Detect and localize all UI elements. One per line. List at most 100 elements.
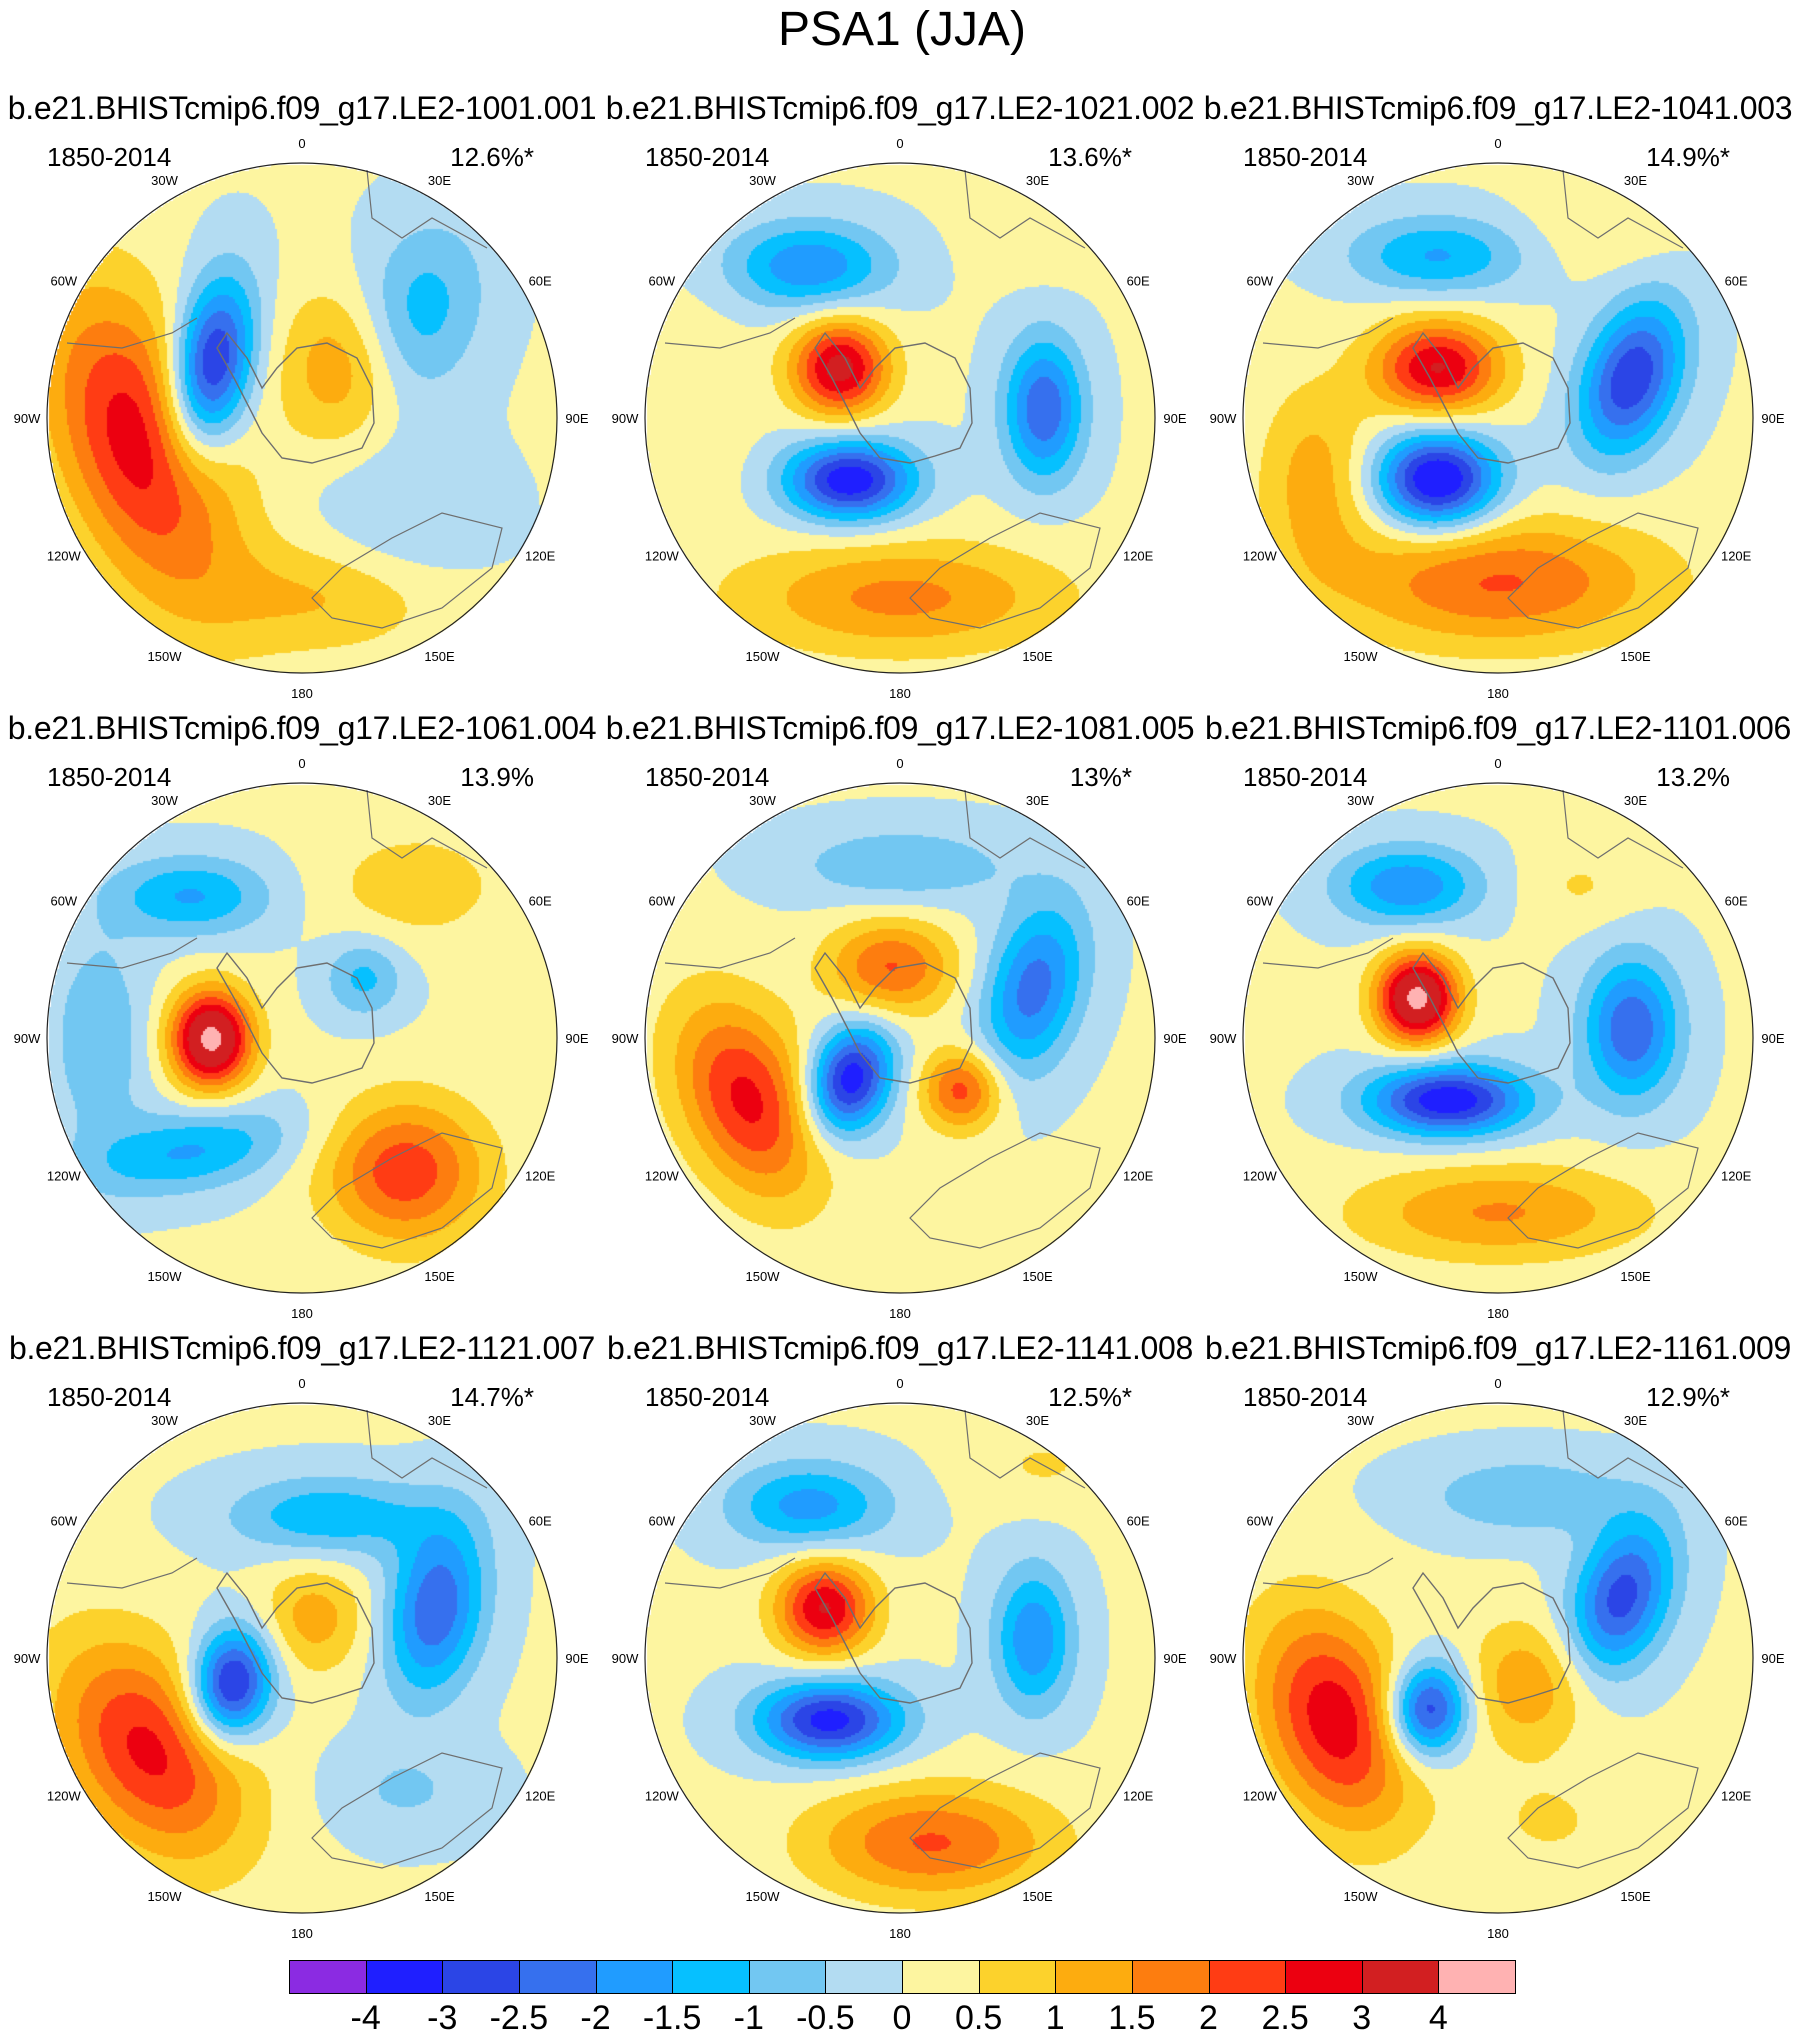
longitude-label: 120E [1721,1789,1752,1804]
longitude-label: 90E [1163,411,1186,426]
longitude-label: 60E [1725,1514,1748,1529]
colorbar-tick-label: -2.5 [489,1999,549,2037]
longitude-label: 120E [1123,1169,1154,1184]
longitude-label: 0 [1494,1376,1501,1391]
longitude-label: 60W [648,1514,675,1529]
colorbar-tick-label: 1 [1045,1999,1065,2037]
longitude-label: 60W [648,894,675,909]
longitude-label: 150E [1022,1889,1053,1904]
longitude-label: 30E [1624,1413,1647,1428]
longitude-label: 120W [1243,1169,1278,1184]
longitude-label: 30W [749,793,776,808]
longitude-label: 30E [428,173,451,188]
longitude-label: 30W [1347,1413,1374,1428]
longitude-label: 30E [1624,793,1647,808]
period-label: 1850-2014 [645,1382,770,1412]
australia-coastline [909,1752,1101,1869]
period-label: 1850-2014 [47,142,172,172]
colorbar-tick-label: -4 [350,1999,381,2037]
longitude-label: 0 [1494,756,1501,771]
contour-map [47,163,557,673]
longitude-label: 30W [1347,173,1374,188]
longitude-label: 150W [1344,1269,1379,1284]
south-america-coastline [1262,1557,1394,1589]
map-boundary [644,1402,1156,1914]
map-boundary [46,162,558,674]
longitude-label: 90W [1210,1031,1237,1046]
colorbar-swatch [672,1960,750,1994]
longitude-label: 150E [1620,1889,1651,1904]
longitude-label: 60E [529,274,552,289]
longitude-label: 0 [298,1376,305,1391]
colorbar-swatch [1361,1960,1440,1994]
colorbar-swatch [365,1960,444,1994]
longitude-label: 120W [1243,1789,1278,1804]
australia-coastline [1507,1132,1699,1249]
south-america-coastline [66,317,198,349]
colorbar-swatch [978,1960,1057,1994]
longitude-label: 90W [612,1031,639,1046]
longitude-label: 90E [565,1651,588,1666]
longitude-label: 30W [749,1413,776,1428]
longitude-label: 30E [1026,1413,1049,1428]
longitude-label: 150W [148,1889,183,1904]
longitude-label: 180 [291,1306,313,1321]
africa-coastline [366,1409,488,1489]
map-boundary [46,1402,558,1914]
longitude-label: 60W [1246,1514,1273,1529]
map-overlay: 0 30E 60E 90E 120E 150E 180 150W 120W 90W 60W 30W [1210,136,1785,701]
panel-title: b.e21.BHISTcmip6.f09_g17.LE2-1141.008 [606,1330,1194,1366]
longitude-label: 120E [1123,549,1154,564]
longitude-label: 90W [1210,1651,1237,1666]
panel-title: b.e21.BHISTcmip6.f09_g17.LE2-1021.002 [605,90,1195,126]
colorbar-swatch [518,1960,597,1994]
longitude-label: 90E [1761,1031,1784,1046]
longitude-label: 30E [428,793,451,808]
australia-coastline [909,512,1101,629]
longitude-label: 60W [648,274,675,289]
australia-coastline [311,1132,503,1249]
contour-map [645,163,1155,673]
contour-map [1243,1403,1753,1913]
colorbar-swatch [595,1960,674,1994]
longitude-label: 150W [148,1269,183,1284]
antarctica-coastline [1412,951,1571,1084]
longitude-label: 60E [1127,274,1150,289]
longitude-label: 60E [1725,894,1748,909]
variance-explained: 14.7%* [450,1382,534,1412]
longitude-label: 150W [746,1269,781,1284]
panel-title: b.e21.BHISTcmip6.f09_g17.LE2-1101.006 [1204,710,1792,746]
colorbar-swatch [825,1960,903,1994]
longitude-label: 150W [1344,649,1379,664]
australia-coastline [909,1132,1101,1249]
colorbar-swatch [748,1960,827,1994]
variance-explained: 12.9%* [1646,1382,1730,1412]
longitude-label: 180 [291,1926,313,1941]
africa-coastline [964,789,1086,869]
antarctica-coastline [814,1571,973,1704]
panel-title: b.e21.BHISTcmip6.f09_g17.LE2-1001.001 [7,90,597,126]
longitude-label: 60W [50,894,77,909]
longitude-label: 30E [428,1413,451,1428]
map-panel: b.e21.BHISTcmip6.f09_g17.LE2-1081.005 0 30… [600,708,1200,1328]
longitude-label: 90E [1163,1651,1186,1666]
africa-coastline [964,169,1086,249]
longitude-label: 150E [1620,649,1651,664]
longitude-label: 60E [1127,1514,1150,1529]
south-america-coastline [664,937,796,969]
map-panel: b.e21.BHISTcmip6.f09_g17.LE2-1021.002 0 30… [600,88,1200,708]
map-overlay: 0 30E 60E 90E 120E 150E 180 150W 120W 90W 60W 30W [1210,756,1785,1321]
colorbar-tick-label: 2 [1199,1999,1218,2037]
contour-map [1243,783,1753,1293]
longitude-label: 150E [424,1269,455,1284]
south-america-coastline [664,1557,796,1589]
africa-coastline [964,1409,1086,1489]
longitude-label: 90E [1761,411,1784,426]
map-overlay: 0 30E 60E 90E 120E 150E 180 150W 120W 90W 60W 30W [14,756,589,1321]
longitude-label: 150W [148,649,183,664]
longitude-label: 0 [896,136,903,151]
longitude-label: 60E [1127,894,1150,909]
panel-title: b.e21.BHISTcmip6.f09_g17.LE2-1121.007 [8,1330,596,1366]
longitude-label: 0 [298,136,305,151]
map-overlay: 0 30E 60E 90E 120E 150E 180 150W 120W 90W 60W 30W [14,136,589,701]
